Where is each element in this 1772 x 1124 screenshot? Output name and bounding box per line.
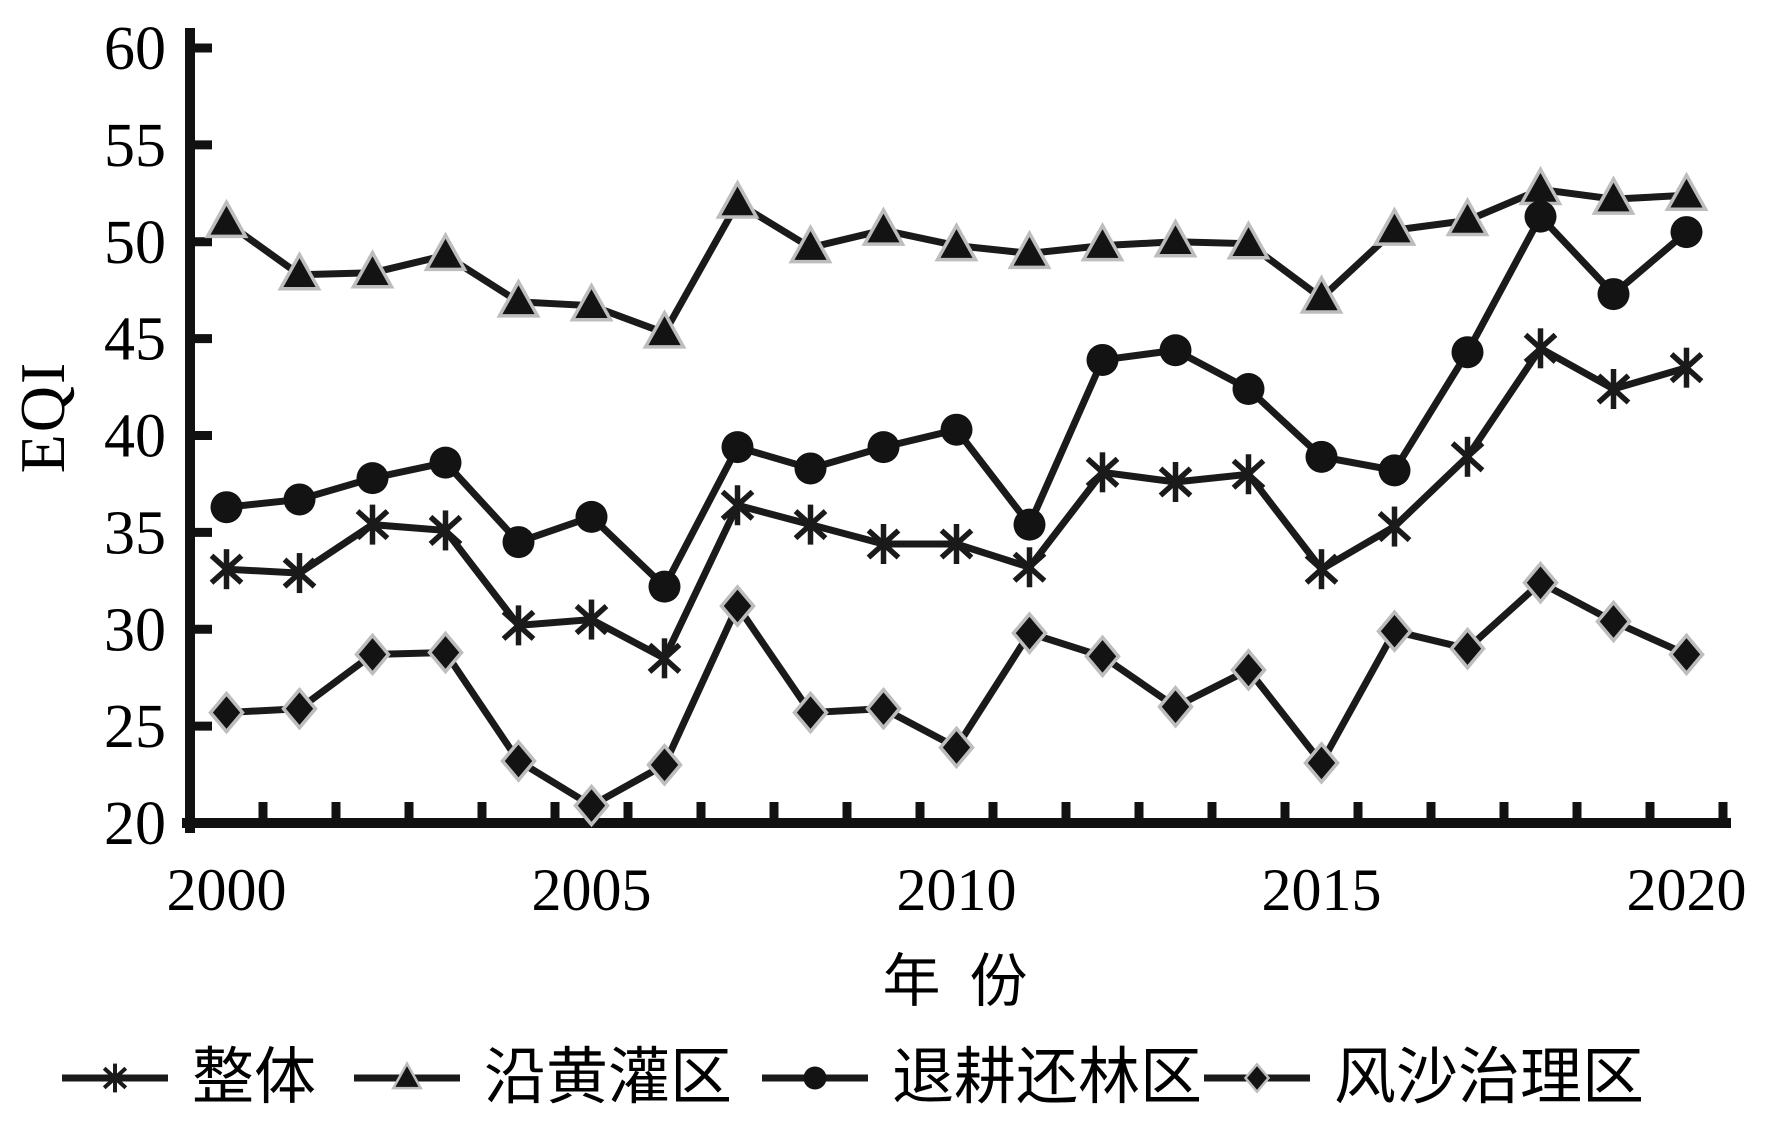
x-tick [258,802,268,819]
x-axis-title: 年 份 [882,949,1028,1014]
y-tick-label: 45 [104,306,166,374]
y-tick [195,334,212,344]
series-yellow-river-irrigation-area [204,165,1709,349]
asterisk-marker-icon [62,1063,168,1093]
y-tick [195,818,212,828]
x-tick [1645,802,1655,819]
y-tick [195,527,212,537]
x-tick [1061,802,1071,819]
legend-label: 风沙治理区 [1334,1044,1645,1112]
legend-label: 沿黄灌区 [484,1044,733,1112]
axes: 20 25 30 35 40 45 50 55 60 2000 2005 2010 2015 2020 [104,15,1747,923]
legend-label: 整体 [192,1044,317,1112]
triangle-marker-icon [354,1061,460,1090]
y-tick-label: 40 [104,403,166,471]
y-tick [195,237,212,247]
y-tick-label: 60 [104,15,166,83]
x-tick [842,802,852,819]
series-overall [209,328,1704,679]
x-tick-label: 2005 [532,857,652,923]
x-tick [988,802,998,819]
legend-item-yellow-river-irrigation-area: 沿黄灌区 [352,1036,732,1120]
x-tick [1718,802,1728,819]
x-tick [185,802,195,819]
x-tick [769,802,779,819]
diamond-marker-icon [1204,1062,1310,1094]
series-farmland-to-forest-area [210,200,1703,603]
series-sand-control-area [208,561,1705,828]
circle-marker-icon [762,1066,868,1090]
legend-label: 退耕还林区 [892,1044,1203,1112]
x-tick [1134,802,1144,819]
x-tick [1280,802,1290,819]
chart-legend: 整体 沿黄灌区 退耕还林区 风沙治理区 [0,1036,1772,1120]
x-tick-label: 2000 [167,857,287,923]
y-tick [195,140,212,150]
series-line-overall [226,343,1688,664]
x-tick-label: 2010 [897,857,1017,923]
y-tick [195,431,212,440]
x-tick [1426,802,1436,819]
x-tick [1207,802,1217,819]
x-tick [696,802,706,819]
x-tick-label: 2015 [1262,857,1382,923]
y-tick-label: 20 [104,790,166,858]
y-axis-title: EQI [7,360,78,474]
y-tick-label: 25 [104,693,166,761]
x-tick [1572,802,1582,819]
y-tick-label: 35 [104,499,166,567]
y-tick [195,43,212,53]
y-tick [195,721,212,731]
series-line-sand-control-area [226,578,1688,810]
x-tick [477,802,487,819]
x-tick [915,802,925,819]
y-tick-label: 50 [104,209,166,277]
x-tick [1499,802,1509,819]
y-tick-label: 55 [104,112,166,180]
x-tick [331,802,341,819]
x-tick [623,802,633,819]
x-tick [550,802,560,819]
x-tick [404,802,414,819]
legend-item-sand-control-area: 风沙治理区 [1202,1036,1644,1120]
legend-item-overall: 整体 [60,1036,316,1120]
x-tick-label: 2020 [1627,857,1747,923]
y-tick-label: 30 [104,596,166,664]
legend-item-farmland-to-forest-area: 退耕还林区 [760,1036,1202,1120]
y-tick [195,624,212,634]
x-tick [1353,802,1363,819]
